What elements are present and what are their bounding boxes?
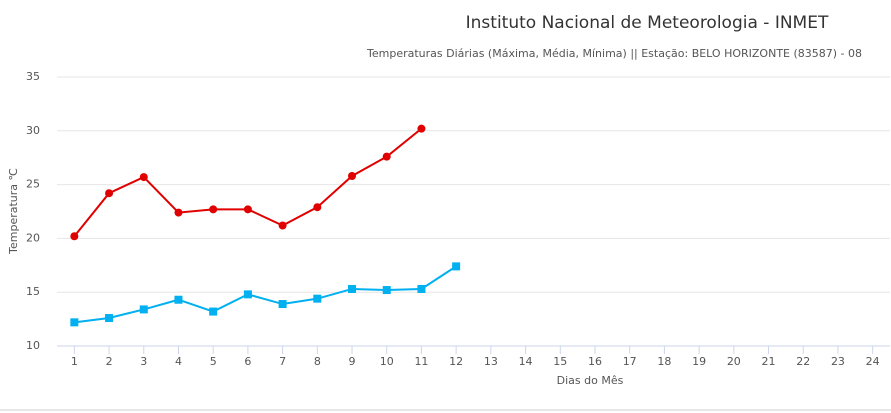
series-line (73, 127, 423, 237)
marker (174, 208, 183, 217)
y-tick-label: 25 (26, 178, 40, 191)
x-tick-label: 3 (140, 355, 147, 368)
x-tick-label: 16 (588, 355, 602, 368)
marker (278, 300, 287, 309)
x-tick-label: 23 (831, 355, 845, 368)
marker (313, 294, 322, 303)
x-tick-label: 12 (449, 355, 463, 368)
y-tick-label: 30 (26, 124, 40, 137)
marker (452, 262, 461, 271)
x-tick-label: 8 (314, 355, 321, 368)
x-tick-label: 4 (175, 355, 182, 368)
x-tick-label: 18 (657, 355, 671, 368)
marker (348, 284, 357, 293)
y-tick-label: 15 (26, 285, 40, 298)
x-tick-label: 6 (244, 355, 251, 368)
marker (348, 171, 357, 180)
y-tick-label: 20 (26, 231, 40, 244)
marker (382, 286, 391, 295)
x-tick-label: 2 (106, 355, 113, 368)
x-tick-label: 24 (866, 355, 880, 368)
x-tick-label: 21 (762, 355, 776, 368)
x-tick-label: 13 (484, 355, 498, 368)
x-tick-label: 14 (519, 355, 533, 368)
series-line (74, 265, 457, 324)
marker (105, 314, 114, 323)
chart-title: Instituto Nacional de Meteorologia - INM… (466, 13, 829, 33)
marker (209, 205, 218, 214)
x-tick-label: 10 (380, 355, 394, 368)
marker (417, 124, 426, 133)
marker (70, 318, 79, 327)
x-tick-label: 19 (692, 355, 706, 368)
marker (243, 205, 252, 214)
x-tick-label: 9 (349, 355, 356, 368)
x-axis-label: Dias do Mês (557, 374, 624, 387)
marker (174, 295, 183, 304)
x-tick-label: 17 (623, 355, 637, 368)
x-tick-label: 22 (796, 355, 810, 368)
marker (382, 152, 391, 161)
y-axis-label: Temperatura ℃ (7, 168, 20, 255)
marker (243, 290, 252, 299)
marker (139, 173, 148, 182)
x-tick-label: 15 (553, 355, 567, 368)
x-tick-label: 20 (727, 355, 741, 368)
y-tick-label: 10 (26, 339, 40, 352)
marker (417, 284, 426, 293)
marker (70, 232, 79, 241)
x-tick-label: 7 (279, 355, 286, 368)
marker (278, 221, 287, 230)
x-tick-label: 11 (414, 355, 428, 368)
marker (105, 189, 114, 198)
y-tick-label: 35 (26, 70, 40, 83)
marker (313, 203, 322, 212)
x-tick-label: 1 (71, 355, 78, 368)
marker (209, 307, 218, 316)
x-tick-label: 5 (210, 355, 217, 368)
marker (139, 305, 148, 314)
chart-subtitle: Temperaturas Diárias (Máxima, Média, Mín… (366, 47, 862, 60)
